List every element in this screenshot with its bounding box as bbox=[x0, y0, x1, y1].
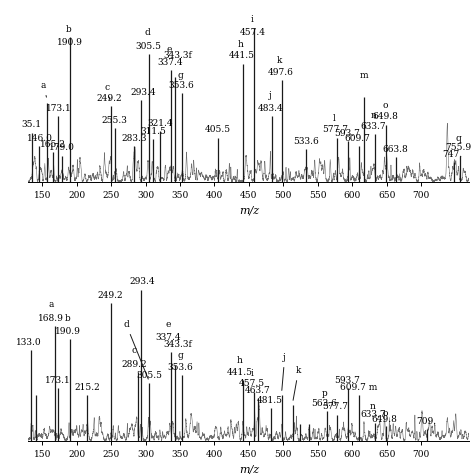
Text: 463.7: 463.7 bbox=[245, 386, 271, 395]
Text: 593.7: 593.7 bbox=[334, 128, 360, 137]
Text: o: o bbox=[383, 409, 388, 418]
Text: 747.: 747. bbox=[442, 150, 462, 159]
Text: 577.7: 577.7 bbox=[323, 402, 349, 411]
Text: 755.9: 755.9 bbox=[445, 144, 471, 153]
Text: 190.9: 190.9 bbox=[55, 327, 82, 336]
Text: b: b bbox=[65, 25, 71, 34]
Text: 353.6: 353.6 bbox=[168, 81, 194, 90]
Text: 649.8: 649.8 bbox=[372, 415, 398, 424]
Text: 343.3f: 343.3f bbox=[164, 51, 192, 60]
Text: l: l bbox=[333, 114, 336, 123]
Text: 35.1: 35.1 bbox=[22, 120, 42, 129]
Text: 577.7: 577.7 bbox=[323, 125, 349, 134]
Text: 405.5: 405.5 bbox=[205, 125, 231, 134]
Text: 633.7: 633.7 bbox=[360, 410, 386, 419]
Text: 457.4: 457.4 bbox=[240, 28, 266, 37]
Text: c: c bbox=[132, 346, 137, 356]
Text: 133.0: 133.0 bbox=[16, 338, 42, 347]
Text: 321.4: 321.4 bbox=[147, 119, 173, 128]
Text: j: j bbox=[282, 353, 286, 391]
Text: 283.3: 283.3 bbox=[121, 134, 146, 143]
Text: h: h bbox=[237, 356, 243, 365]
Text: 249.2: 249.2 bbox=[98, 291, 123, 300]
Text: e: e bbox=[167, 45, 173, 54]
Text: 165.2: 165.2 bbox=[40, 140, 65, 149]
Text: 353.6: 353.6 bbox=[167, 363, 193, 372]
Text: 168.9: 168.9 bbox=[38, 313, 64, 322]
Text: 173.1: 173.1 bbox=[46, 104, 72, 113]
X-axis label: m/z: m/z bbox=[239, 206, 259, 216]
X-axis label: m/z: m/z bbox=[239, 465, 259, 474]
Text: d: d bbox=[123, 320, 148, 379]
Text: 483.4: 483.4 bbox=[258, 104, 284, 113]
Text: 609.7 m: 609.7 m bbox=[340, 383, 378, 392]
Text: a: a bbox=[41, 81, 46, 97]
Text: p: p bbox=[322, 389, 328, 398]
Text: j: j bbox=[269, 91, 272, 100]
Text: 179.0: 179.0 bbox=[49, 144, 75, 153]
Text: a: a bbox=[48, 301, 54, 310]
Text: e: e bbox=[165, 320, 171, 329]
Text: c: c bbox=[104, 82, 110, 100]
Text: 649.8: 649.8 bbox=[372, 112, 398, 121]
Text: 146.0: 146.0 bbox=[27, 134, 53, 143]
Text: 305.5: 305.5 bbox=[136, 371, 162, 380]
Text: g: g bbox=[178, 71, 183, 80]
Text: o: o bbox=[383, 100, 388, 109]
Text: k: k bbox=[277, 56, 283, 65]
Text: 441.5: 441.5 bbox=[229, 51, 255, 60]
Text: b: b bbox=[65, 313, 71, 322]
Text: 609.7: 609.7 bbox=[345, 134, 371, 143]
Text: 497.6: 497.6 bbox=[268, 68, 293, 77]
Text: 709.: 709. bbox=[417, 417, 437, 426]
Text: 343.3f: 343.3f bbox=[164, 340, 192, 349]
Text: h: h bbox=[237, 40, 244, 49]
Text: 481.5: 481.5 bbox=[257, 396, 283, 405]
Text: 337.4: 337.4 bbox=[155, 333, 181, 342]
Text: q: q bbox=[456, 134, 461, 143]
Text: i: i bbox=[251, 369, 254, 378]
Text: 593.7: 593.7 bbox=[334, 376, 360, 385]
Text: 441.5: 441.5 bbox=[227, 368, 253, 377]
Text: m: m bbox=[360, 71, 368, 80]
Text: 190.9: 190.9 bbox=[57, 38, 82, 47]
Text: 633.7: 633.7 bbox=[361, 122, 386, 131]
Text: 173.1: 173.1 bbox=[45, 376, 71, 385]
Text: g: g bbox=[177, 351, 183, 360]
Text: 337.4: 337.4 bbox=[157, 58, 183, 67]
Text: n: n bbox=[370, 402, 376, 411]
Text: d: d bbox=[145, 28, 150, 37]
Text: 311.5: 311.5 bbox=[140, 127, 166, 136]
Text: 533.6: 533.6 bbox=[293, 137, 319, 146]
Text: 249.2: 249.2 bbox=[97, 94, 122, 103]
Text: 293.4: 293.4 bbox=[129, 277, 155, 286]
Text: 255.3: 255.3 bbox=[101, 116, 128, 125]
Text: 293.4: 293.4 bbox=[130, 88, 155, 97]
Text: 563.6: 563.6 bbox=[312, 399, 337, 408]
Text: 457.5: 457.5 bbox=[238, 379, 264, 388]
Text: i: i bbox=[251, 15, 254, 24]
Text: 215.2: 215.2 bbox=[74, 383, 100, 392]
Text: n: n bbox=[371, 110, 376, 119]
Text: k: k bbox=[293, 366, 301, 400]
Text: 289.2: 289.2 bbox=[122, 359, 147, 368]
Text: 663.8: 663.8 bbox=[382, 145, 408, 154]
Text: 305.5: 305.5 bbox=[135, 42, 161, 51]
